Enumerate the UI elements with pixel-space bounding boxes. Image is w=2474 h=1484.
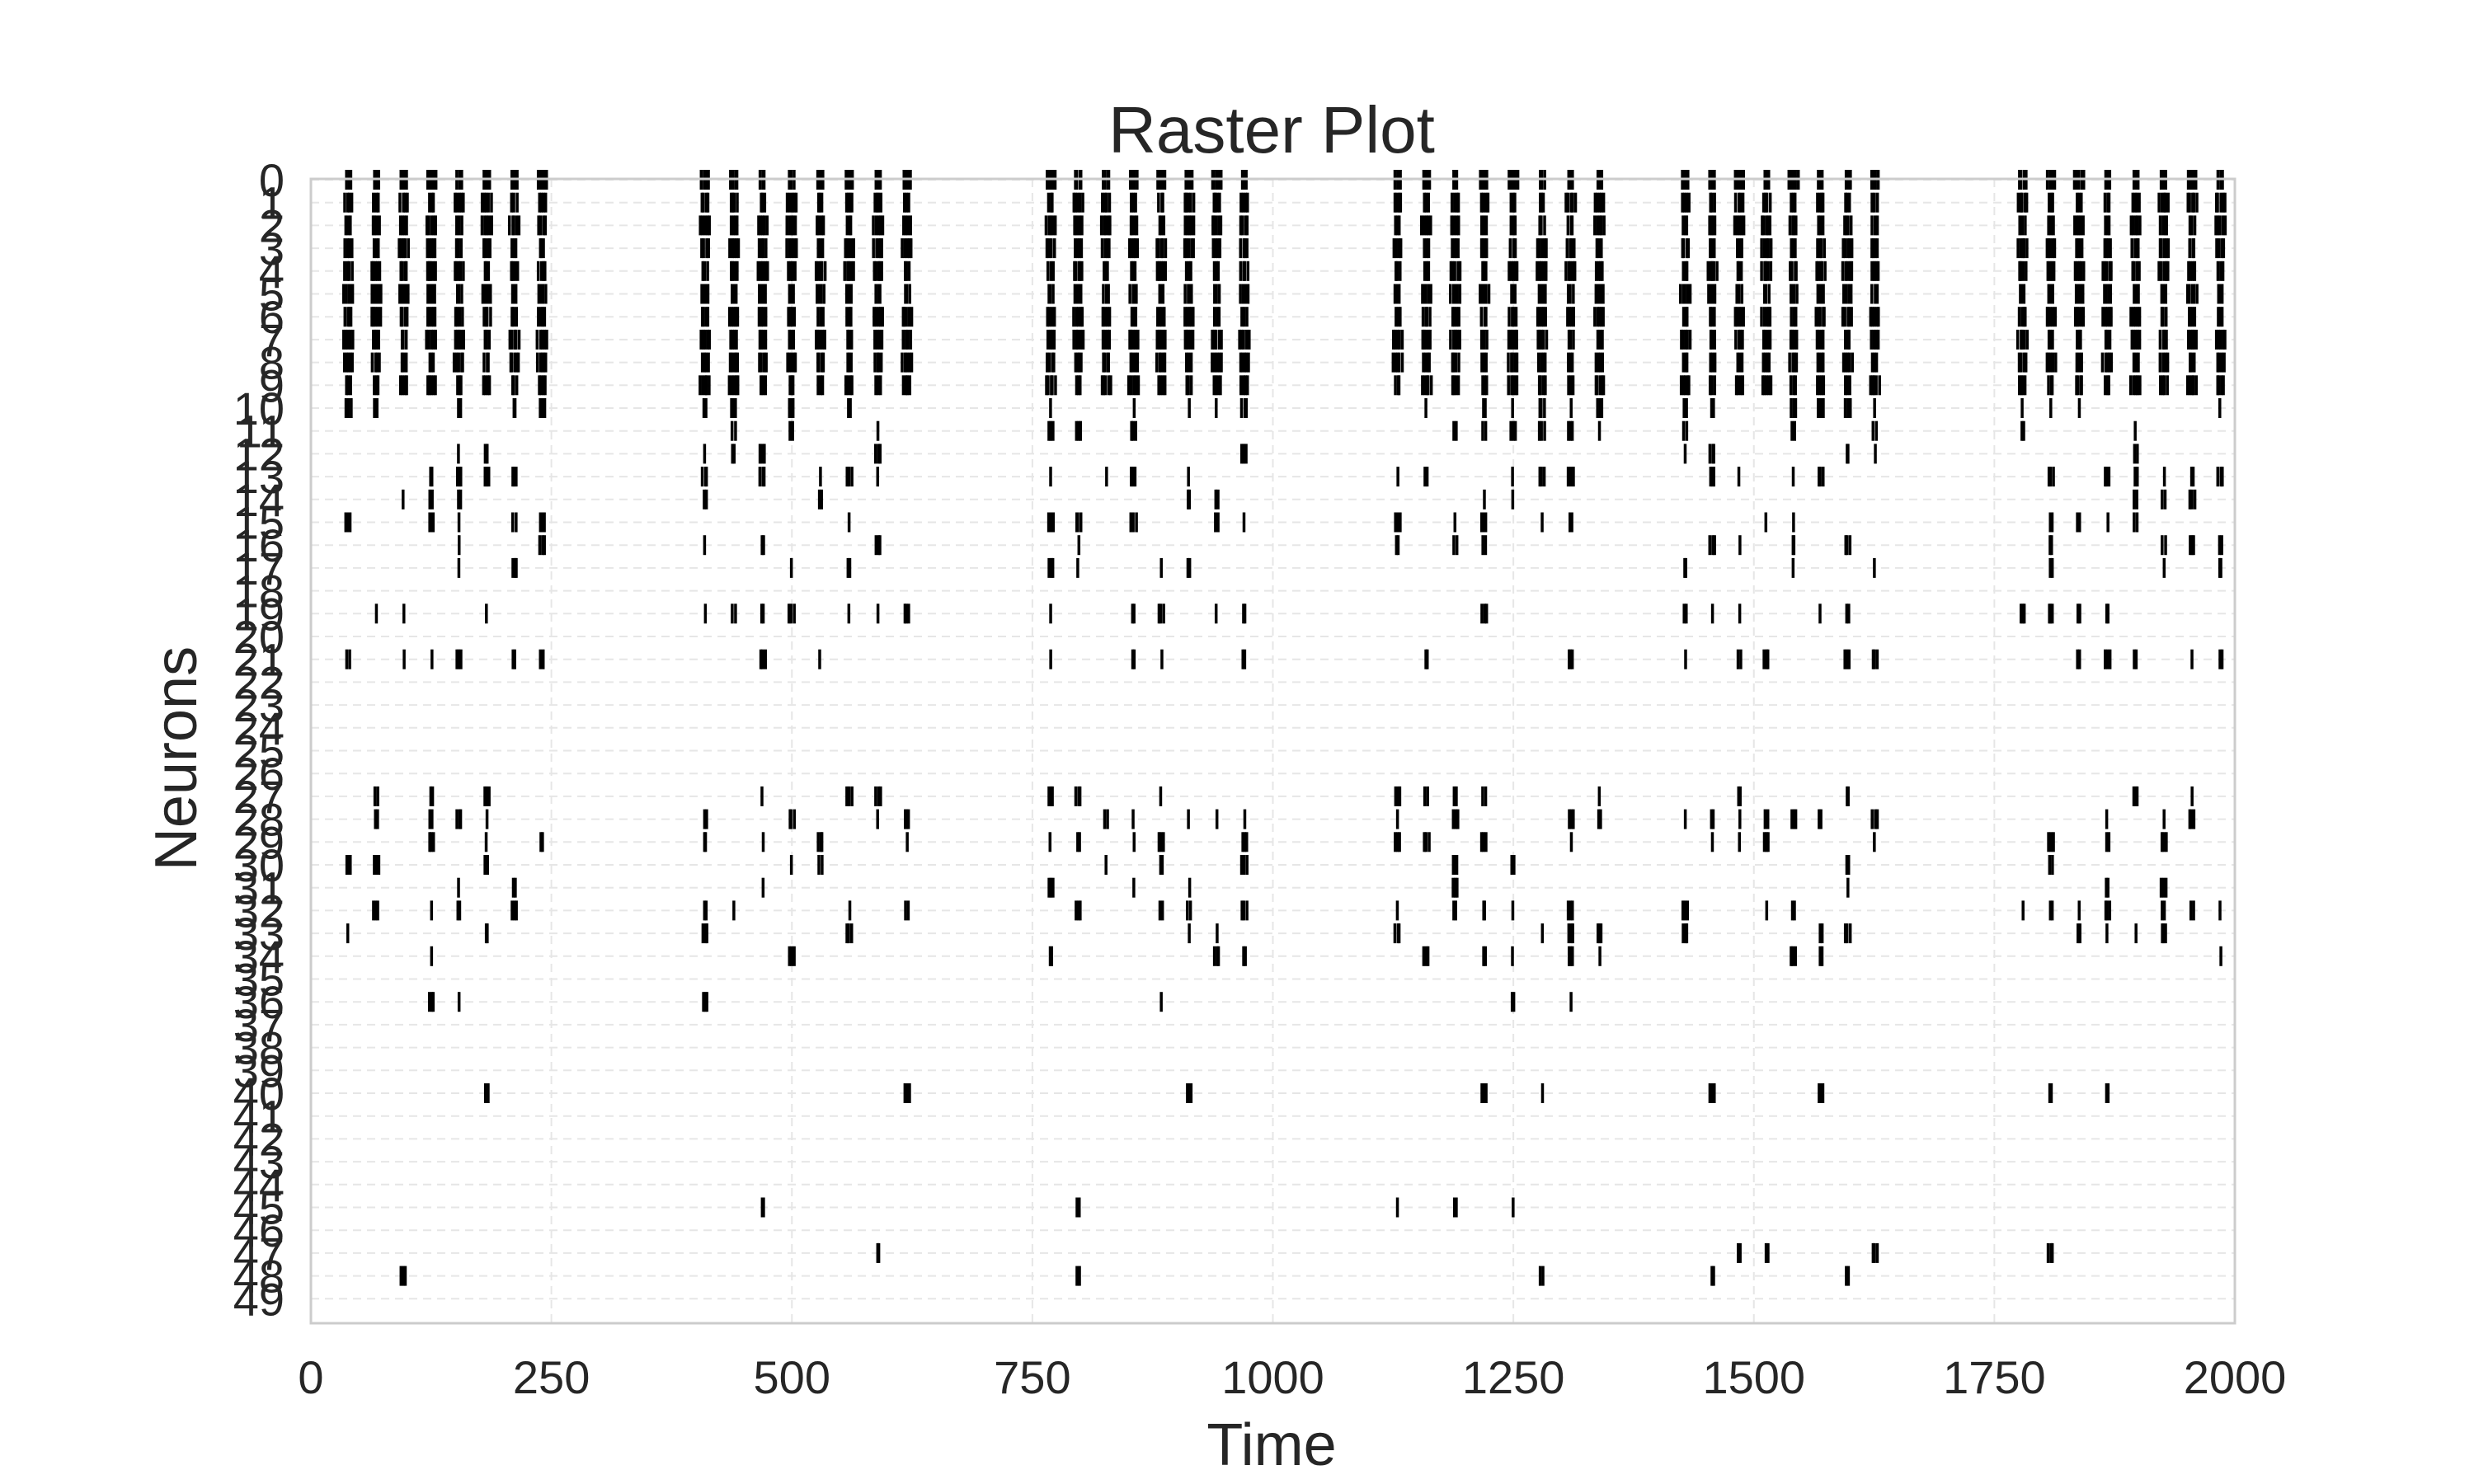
y-tick-labels: 0123456789101112131415161718192021222324… — [233, 154, 285, 1325]
y-tick-label: 29 — [233, 816, 285, 868]
y-tick-label: 24 — [233, 702, 285, 754]
y-tick-label: 26 — [233, 748, 285, 800]
y-tick-label: 23 — [233, 679, 285, 731]
y-tick-label: 13 — [233, 451, 285, 503]
y-tick-label: 0 — [259, 154, 285, 206]
y-tick-label: 7 — [259, 314, 285, 366]
y-tick-label: 42 — [233, 1113, 285, 1165]
y-tick-label: 22 — [233, 656, 285, 708]
y-tick-label: 16 — [233, 519, 285, 571]
x-tick-labels: 0 250 500 750 1000 1250 1500 1750 2000 — [298, 1351, 2286, 1403]
y-axis-label: Neurons — [143, 646, 209, 871]
y-tick-label: 36 — [233, 976, 285, 1028]
y-tick-label: 41 — [233, 1091, 285, 1143]
y-tick-label: 11 — [237, 406, 285, 458]
x-axis-label: Time — [1206, 1412, 1336, 1478]
y-tick-label: 35 — [233, 954, 285, 1006]
grid-lines — [310, 179, 2236, 1323]
y-tick-label: 48 — [233, 1251, 285, 1303]
y-tick-label: 14 — [233, 474, 285, 526]
y-tick-label: 44 — [233, 1159, 285, 1211]
y-tick-label: 33 — [233, 908, 285, 960]
y-tick-label: 8 — [259, 337, 285, 389]
y-tick-label: 47 — [233, 1228, 285, 1280]
y-tick-label: 40 — [233, 1068, 285, 1120]
y-tick-label: 46 — [233, 1205, 285, 1256]
y-tick-label: 6 — [259, 291, 285, 343]
y-tick-label: 18 — [233, 566, 285, 618]
x-tick-label: 1250 — [1462, 1351, 1565, 1403]
y-tick-label: 32 — [233, 885, 285, 937]
x-tick-label: 1000 — [1221, 1351, 1324, 1403]
y-tick-label: 37 — [233, 999, 285, 1051]
y-tick-label: 15 — [233, 497, 285, 549]
x-tick-label: 250 — [513, 1351, 590, 1403]
x-tick-label: 2000 — [2184, 1351, 2287, 1403]
x-tick-label: 1750 — [1943, 1351, 2046, 1403]
y-tick-label: 30 — [233, 839, 285, 891]
y-tick-label: 28 — [233, 794, 285, 846]
y-tick-label: 17 — [233, 542, 285, 594]
plot-frame — [309, 177, 2236, 1325]
x-tick-label: 750 — [994, 1351, 1070, 1403]
x-tick-label: 0 — [298, 1351, 323, 1403]
y-tick-label: 2 — [259, 200, 285, 251]
y-tick-label: 12 — [233, 428, 285, 480]
y-tick-label: 39 — [233, 1045, 285, 1097]
y-tick-label: 19 — [233, 588, 285, 640]
spike-events — [341, 170, 2227, 1286]
y-tick-label: 38 — [233, 1022, 285, 1074]
y-tick-label: 1 — [259, 177, 285, 229]
x-tick-label: 500 — [754, 1351, 830, 1403]
y-tick-label: 9 — [259, 359, 285, 411]
y-tick-label: 45 — [233, 1182, 285, 1234]
y-tick-label: 10 — [233, 383, 285, 434]
y-tick-label: 5 — [259, 269, 285, 321]
y-tick-label: 34 — [233, 931, 285, 983]
chart-title: Raster Plot — [1108, 93, 1435, 167]
x-tick-label: 1500 — [1702, 1351, 1805, 1403]
y-tick-label: 49 — [233, 1273, 285, 1325]
y-tick-label: 43 — [233, 1136, 285, 1188]
y-tick-label: 20 — [233, 611, 285, 663]
y-tick-label: 25 — [233, 726, 285, 777]
y-tick-label: 31 — [233, 862, 285, 914]
y-tick-label: 3 — [259, 223, 285, 275]
y-tick-label: 21 — [233, 634, 285, 686]
y-tick-label: 27 — [233, 771, 285, 823]
y-tick-label: 4 — [259, 246, 285, 298]
